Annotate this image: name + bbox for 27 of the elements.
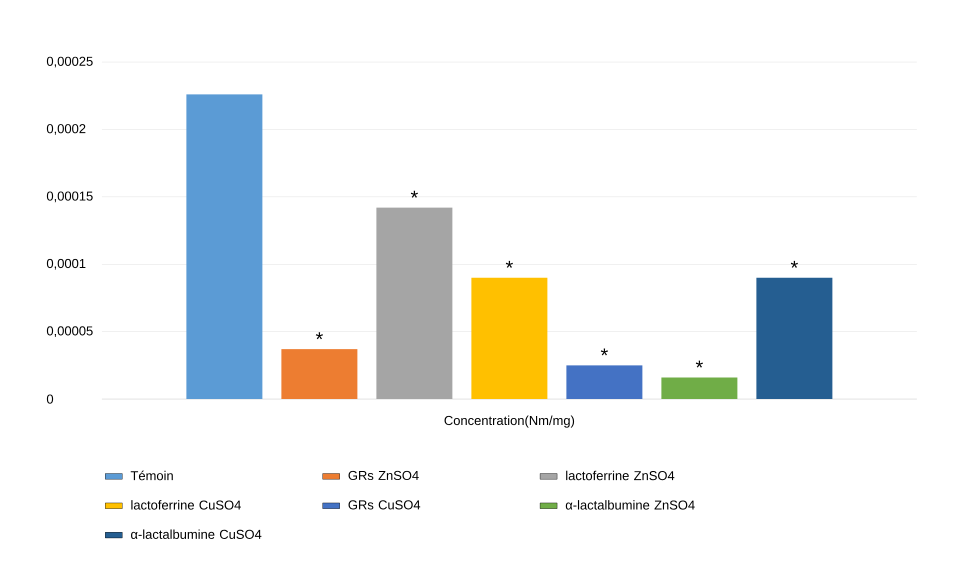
bar (186, 94, 262, 400)
legend-label: lactoferrine ZnSO4 (566, 470, 674, 480)
bar (281, 349, 358, 400)
y-tick-label: 0,00005 (46, 326, 93, 337)
data-label: * (410, 190, 418, 198)
bar (756, 278, 832, 400)
legend-label: lactoferrine CuSO4 (131, 500, 241, 510)
legend-label: α-lactalbumine CuSO4 (131, 529, 262, 539)
y-tick-label: 0,00025 (46, 56, 93, 68)
bar (376, 208, 452, 400)
legend-label: Témoin (130, 470, 173, 480)
data-label: * (600, 348, 608, 356)
x-tick-label: Concentration(Nm/mg) (444, 416, 574, 428)
bar (566, 365, 642, 400)
data-label: * (790, 260, 798, 268)
bar (471, 278, 548, 400)
legend-label: α-lactalbumine ZnSO4 (566, 500, 695, 510)
y-tick-label: 0,0001 (46, 258, 86, 270)
data-label: * (696, 360, 703, 368)
y-tick-label: 0,00015 (46, 192, 93, 202)
data-label: * (506, 260, 513, 268)
bar (661, 377, 738, 400)
y-tick-label: 0 (46, 394, 54, 404)
legend-label: GRs CuSO4 (348, 500, 420, 510)
legend-label: GRs ZnSO4 (348, 470, 419, 480)
data-label: * (316, 332, 323, 340)
y-tick-label: 0,0002 (46, 124, 86, 135)
